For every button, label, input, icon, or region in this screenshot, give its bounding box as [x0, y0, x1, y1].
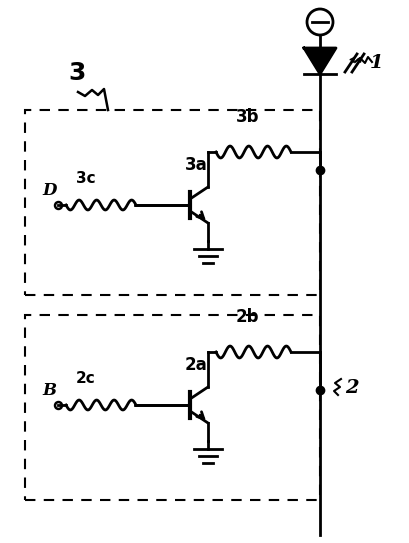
Text: 2a: 2a [185, 356, 208, 374]
Text: 3: 3 [68, 61, 85, 85]
Text: D: D [42, 182, 56, 199]
Text: 2b: 2b [236, 308, 259, 326]
Polygon shape [304, 48, 336, 74]
Text: 3b: 3b [236, 108, 259, 126]
Bar [25, 315, 320, 500]
Text: 3a: 3a [185, 156, 208, 174]
Text: 2c: 2c [76, 371, 96, 386]
Text: 1: 1 [370, 54, 384, 72]
Text: 3c: 3c [76, 171, 96, 186]
Text: 2: 2 [345, 379, 359, 397]
Bar [25, 110, 320, 295]
Text: B: B [42, 382, 56, 399]
